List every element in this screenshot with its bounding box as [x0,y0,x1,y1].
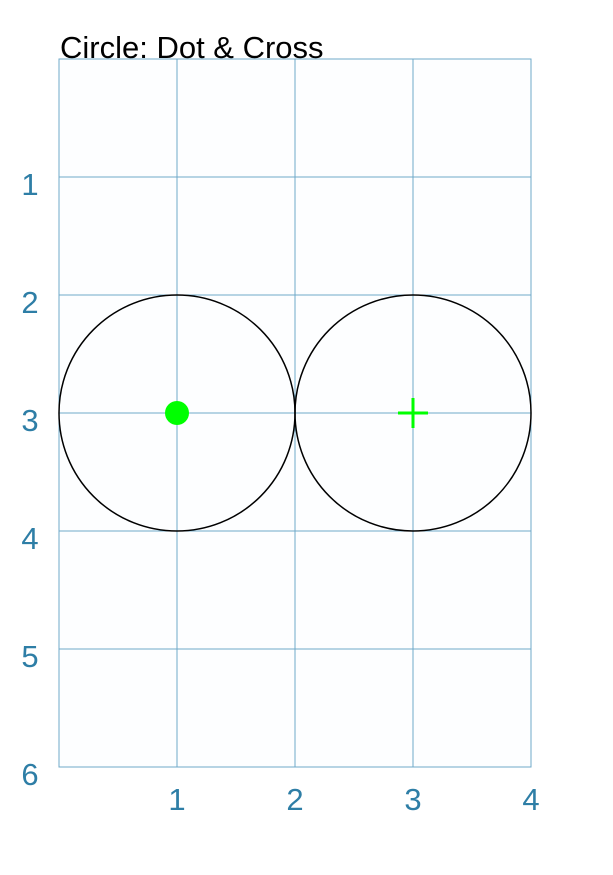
x-tick-label: 1 [168,782,185,817]
figure-title: Circle: Dot & Cross [60,30,324,65]
y-tick-labels: 1 2 3 4 5 6 [21,167,38,792]
x-tick-labels: 1 2 3 4 [168,782,539,817]
x-tick-label: 3 [404,782,421,817]
y-tick-label: 6 [21,757,38,792]
y-tick-label: 2 [21,285,38,320]
y-tick-label: 1 [21,167,38,202]
x-tick-label: 4 [522,782,539,817]
x-tick-label: 2 [286,782,303,817]
y-tick-label: 5 [21,639,38,674]
center-dot [165,401,189,425]
circle-cross [294,294,532,532]
center-cross [398,398,428,428]
shapes [58,294,532,532]
y-tick-label: 3 [21,403,38,438]
y-tick-label: 4 [21,521,38,556]
